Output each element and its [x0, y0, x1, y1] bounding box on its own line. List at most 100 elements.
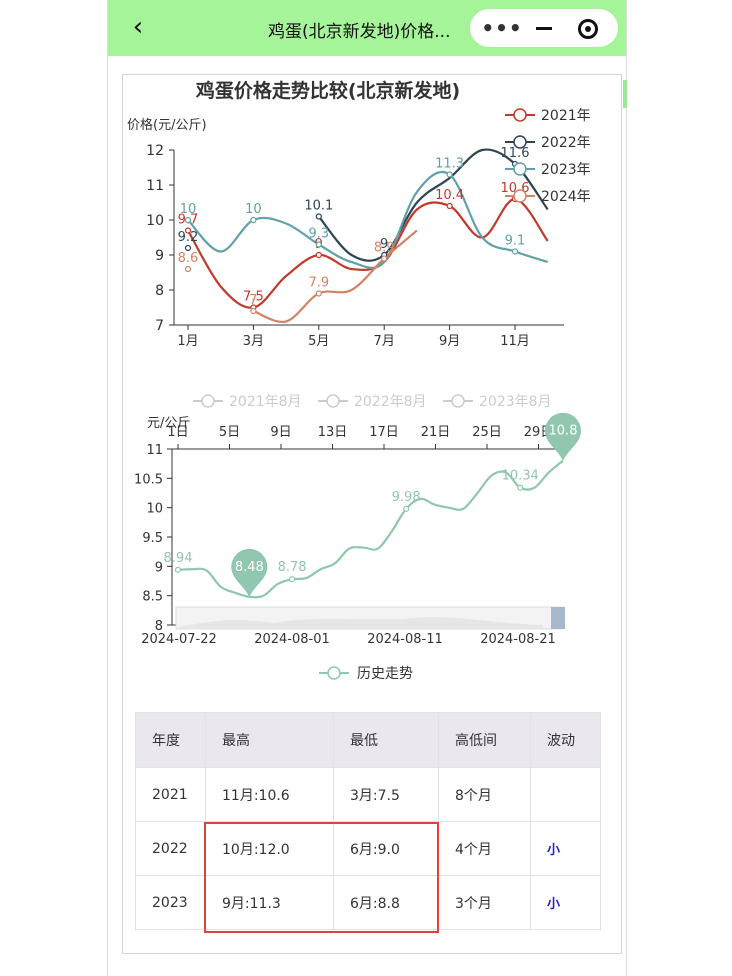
- mini-program-capsule: •••: [470, 9, 618, 47]
- data-label: 9.2: [178, 230, 199, 245]
- data-point: [184, 244, 192, 252]
- edge-tab: [623, 80, 627, 108]
- data-label: 9: [380, 237, 388, 252]
- data-point: [446, 171, 453, 178]
- cell-low: 3月:7.5: [333, 767, 439, 822]
- table-row: 2021 11月:10.6 3月:7.5 8个月: [135, 767, 601, 822]
- series-line-0: [187, 197, 549, 309]
- cell-year: 2021: [135, 767, 206, 822]
- data-point: [511, 248, 519, 255]
- data-point: [184, 265, 192, 273]
- yearly-comparison-chart: 鸡蛋价格走势比较(北京新发地) 价格(元/公斤) 7 8 9 10 11 12 1月 3月 5月…: [127, 79, 591, 349]
- data-point: [250, 216, 257, 224]
- table-row: 2023 9月:11.3 6月:8.8 3个月 小: [135, 875, 601, 930]
- zoom-slider-handle: [551, 607, 565, 629]
- chart-card: 鸡蛋价格走势比较(北京新发地) 价格(元/公斤) 7 8 9 10 11 12 1月 3月 5月…: [122, 74, 622, 954]
- y-tick-label: 9: [155, 560, 163, 575]
- cell-high: 9月:11.3: [205, 875, 334, 930]
- data-label: 10.1: [304, 199, 333, 214]
- header-year: 年度: [135, 712, 206, 768]
- data-point: [184, 227, 192, 234]
- x-tick-label: 11月: [500, 334, 530, 349]
- data-label: 8.9: [374, 241, 395, 256]
- marker-label: 10.8: [549, 424, 578, 439]
- cell-low: 6月:9.0: [333, 821, 439, 876]
- y-tick-label: 10: [146, 213, 164, 229]
- cell-gap: 8个月: [438, 767, 531, 822]
- y-axis-label: 价格(元/公斤): [127, 117, 207, 133]
- page-title: 鸡蛋(北京新发地)价格...: [268, 22, 451, 41]
- data-point: [381, 255, 388, 262]
- x-top-tick-label: 1日: [167, 425, 188, 440]
- chart-title: 鸡蛋价格走势比较(北京新发地): [195, 79, 460, 102]
- phone-screen: ‹ 鸡蛋(北京新发地)价格... ••• 鸡蛋价格走势比较(北京新发地) 价格(…: [107, 0, 627, 976]
- legend-label: 2023年8月: [479, 394, 552, 410]
- data-point: [288, 576, 296, 583]
- x-top-tick-label: 13日: [318, 425, 348, 440]
- data-point: [446, 202, 453, 210]
- data-label: 10.34: [502, 469, 539, 484]
- data-point: [315, 251, 322, 259]
- legend-marker: [513, 135, 527, 149]
- stats-table: 年度 最高 最低 高低间 波动 2021 11月:10.6 3月:7.5 8个月…: [135, 712, 601, 930]
- data-label: 8.6: [178, 251, 199, 266]
- x-tick-label: 9月: [439, 334, 460, 349]
- back-arrow-icon[interactable]: ‹: [132, 12, 144, 42]
- data-label: 9.98: [392, 490, 421, 505]
- data-label: 9.3: [308, 227, 329, 242]
- data-label: 10: [245, 202, 262, 217]
- data-label: 8.78: [278, 560, 307, 575]
- x-bottom-tick-label: 2024-08-21: [480, 632, 556, 647]
- y-tick-label: 8: [155, 283, 164, 299]
- x-tick-label: 3月: [243, 334, 264, 349]
- y-tick-label: 11: [146, 443, 163, 458]
- x-bottom-tick-label: 2024-07-22: [141, 632, 217, 647]
- data-label: 11.3: [435, 157, 464, 172]
- data-point: [174, 566, 182, 573]
- zoom-slider-preview: [178, 617, 543, 629]
- y-tick-label: 10: [146, 502, 163, 517]
- close-target-icon[interactable]: [564, 9, 612, 47]
- y-tick-label: 9.5: [142, 531, 163, 546]
- legend-label: 2022年: [541, 135, 591, 151]
- header-high: 最高: [205, 712, 334, 768]
- cell-wave: 小: [530, 821, 601, 876]
- y-tick-label: 8: [155, 619, 163, 634]
- data-point: [315, 213, 322, 220]
- trend-line: [177, 459, 564, 599]
- legend-marker: [201, 394, 215, 408]
- more-dots-icon[interactable]: •••: [481, 16, 523, 40]
- x-tick-label: 1月: [177, 334, 198, 349]
- cell-wave: [530, 767, 601, 822]
- y-tick-label: 8.5: [142, 590, 163, 605]
- x-top-tick-label: 17日: [369, 425, 399, 440]
- data-label: 10.4: [435, 188, 464, 203]
- series-line-1: [317, 148, 549, 262]
- x-tick-label: 5月: [308, 334, 329, 349]
- y-tick-label: 7: [155, 318, 164, 334]
- header-low: 最低: [333, 712, 439, 768]
- marker-label: 8.48: [235, 560, 264, 575]
- legend-label: 2021年: [541, 108, 591, 124]
- table-row: 2022 10月:12.0 6月:9.0 4个月 小: [135, 821, 601, 876]
- cell-year: 2022: [135, 821, 206, 876]
- top-nav-bar: ‹ 鸡蛋(北京新发地)价格... •••: [108, 0, 626, 56]
- map-pin-marker: [545, 412, 581, 461]
- cell-gap: 4个月: [438, 821, 531, 876]
- cell-gap: 3个月: [438, 875, 531, 930]
- cell-high: 11月:10.6: [205, 767, 334, 822]
- data-label: 10: [180, 202, 197, 217]
- data-point: [403, 505, 410, 512]
- x-tick-label: 7月: [374, 334, 395, 349]
- legend-marker: [327, 666, 341, 680]
- cell-year: 2023: [135, 875, 206, 930]
- legend-label: 2023年: [541, 162, 591, 178]
- daily-trend-chart: 2021年8月 2022年8月 2023年8月 元/公斤 8 8.5 9 9.5 10 10.…: [134, 394, 581, 681]
- data-point: [315, 241, 322, 248]
- legend-marker: [326, 394, 340, 408]
- x-top-tick-label: 9日: [270, 425, 291, 440]
- minimize-icon[interactable]: [520, 9, 568, 47]
- x-top-tick-label: 5日: [219, 425, 240, 440]
- data-label: 7: [249, 293, 257, 308]
- x-top-tick-label: 21日: [421, 425, 451, 440]
